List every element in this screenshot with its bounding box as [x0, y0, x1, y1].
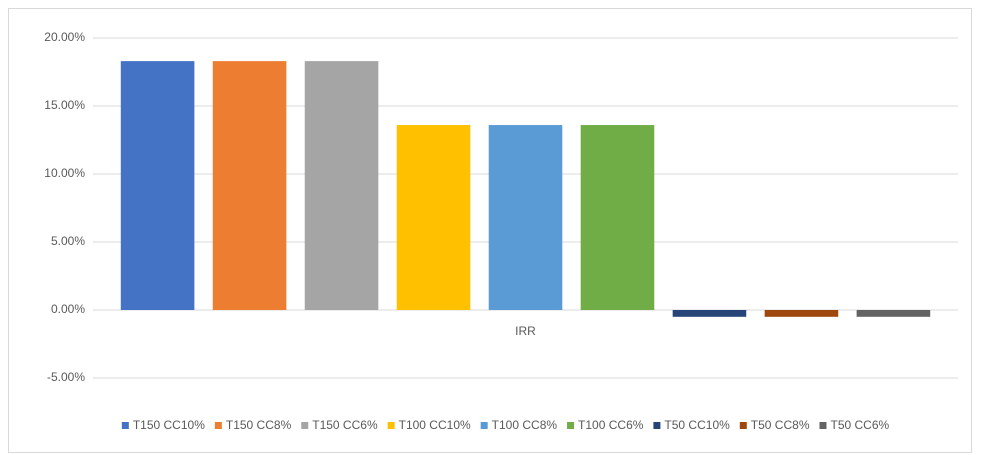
- legend-swatch: [480, 422, 488, 429]
- legend-label: T150 CC10%: [133, 418, 205, 432]
- bar: [396, 125, 471, 310]
- y-tick-label: 0.00%: [51, 302, 85, 316]
- legend-swatch: [214, 422, 222, 429]
- bar: [672, 310, 747, 317]
- legend-swatch: [653, 422, 661, 429]
- legend-label: T150 CC6%: [312, 418, 378, 432]
- legend-label: T50 CC8%: [751, 418, 810, 432]
- bar: [212, 61, 287, 311]
- legend-label: T50 CC6%: [830, 418, 889, 432]
- y-tick-label: 20.00%: [44, 30, 85, 44]
- legend-swatch: [819, 422, 827, 429]
- legend-label: T100 CC10%: [399, 418, 471, 432]
- legend-swatch: [739, 422, 747, 429]
- bar: [764, 310, 839, 317]
- legend-label: T100 CC8%: [492, 418, 558, 432]
- bar: [120, 61, 195, 311]
- y-tick-label: 10.00%: [44, 166, 85, 180]
- legend-label: T100 CC6%: [578, 418, 644, 432]
- legend-label: T50 CC10%: [664, 418, 730, 432]
- legend-swatch: [301, 422, 309, 429]
- legend-label: T150 CC8%: [226, 418, 292, 432]
- x-tick-label: IRR: [515, 324, 536, 338]
- bar: [304, 61, 379, 311]
- bar: [488, 125, 563, 310]
- bar: [580, 125, 655, 310]
- legend-swatch: [387, 422, 395, 429]
- y-tick-label: -5.00%: [47, 370, 85, 384]
- legend-swatch: [121, 422, 129, 429]
- y-tick-label: 15.00%: [44, 98, 85, 112]
- y-tick-label: 5.00%: [51, 234, 85, 248]
- legend-swatch: [567, 422, 575, 429]
- bar: [856, 310, 931, 317]
